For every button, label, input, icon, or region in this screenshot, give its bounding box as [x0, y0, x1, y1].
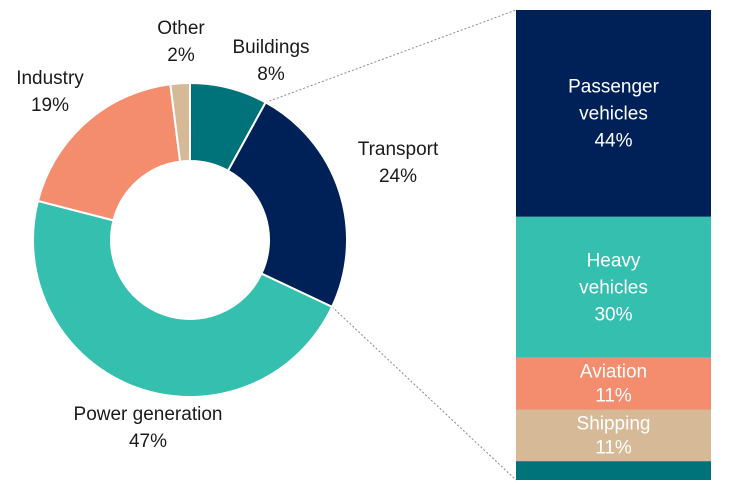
bar-value-aviation: 11% — [595, 386, 632, 407]
bar-value-shipping: 11% — [595, 437, 632, 458]
bar-segment-aviation — [516, 357, 711, 410]
donut-labels: Buildings 8% Transport 24% Power generation 4… — [16, 18, 439, 452]
donut-label-other: Other — [157, 18, 205, 39]
donut-value-buildings: 8% — [257, 64, 285, 85]
bar-label-heavy-vehicles: Heavy — [587, 250, 641, 271]
connector-line-bottom — [331, 306, 517, 481]
donut-slice-other — [169, 81, 191, 163]
bar-label-passenger-vehicles: Passenger — [568, 76, 660, 97]
bar-segment-segment-4 — [516, 461, 711, 480]
transport-breakdown-bar: Passenger vehicles 44% Heavy vehicles 30% Avia… — [516, 10, 711, 480]
bar-label-shipping: Shipping — [577, 413, 651, 434]
donut-value-transport: 24% — [379, 166, 417, 187]
bar-label-passenger-vehicles: vehicles — [579, 103, 648, 124]
donut-value-industry: 19% — [31, 95, 69, 116]
donut-label-power-generation: Power generation — [74, 404, 223, 425]
donut-slice-power-generation — [32, 199, 334, 398]
bar-segment-passenger-vehicles — [516, 10, 711, 217]
bar-value-passenger-vehicles: 44% — [594, 130, 632, 151]
donut-slice-transport — [226, 101, 348, 309]
donut-label-transport: Transport — [358, 139, 439, 160]
bar-value-heavy-vehicles: 30% — [594, 304, 632, 325]
bar-segment-heavy-vehicles — [516, 216, 711, 358]
bar-label-heavy-vehicles: vehicles — [579, 277, 648, 298]
donut-chart — [32, 81, 348, 398]
donut-value-power-generation: 47% — [129, 431, 167, 452]
donut-label-industry: Industry — [16, 68, 84, 89]
bar-label-aviation: Aviation — [580, 362, 647, 383]
connector-lines — [265, 9, 517, 481]
connector-line-top — [265, 9, 517, 103]
donut-slice-industry — [36, 83, 182, 222]
donut-label-buildings: Buildings — [232, 37, 309, 58]
bar-segment-shipping — [516, 409, 711, 462]
donut-value-other: 2% — [167, 45, 195, 66]
